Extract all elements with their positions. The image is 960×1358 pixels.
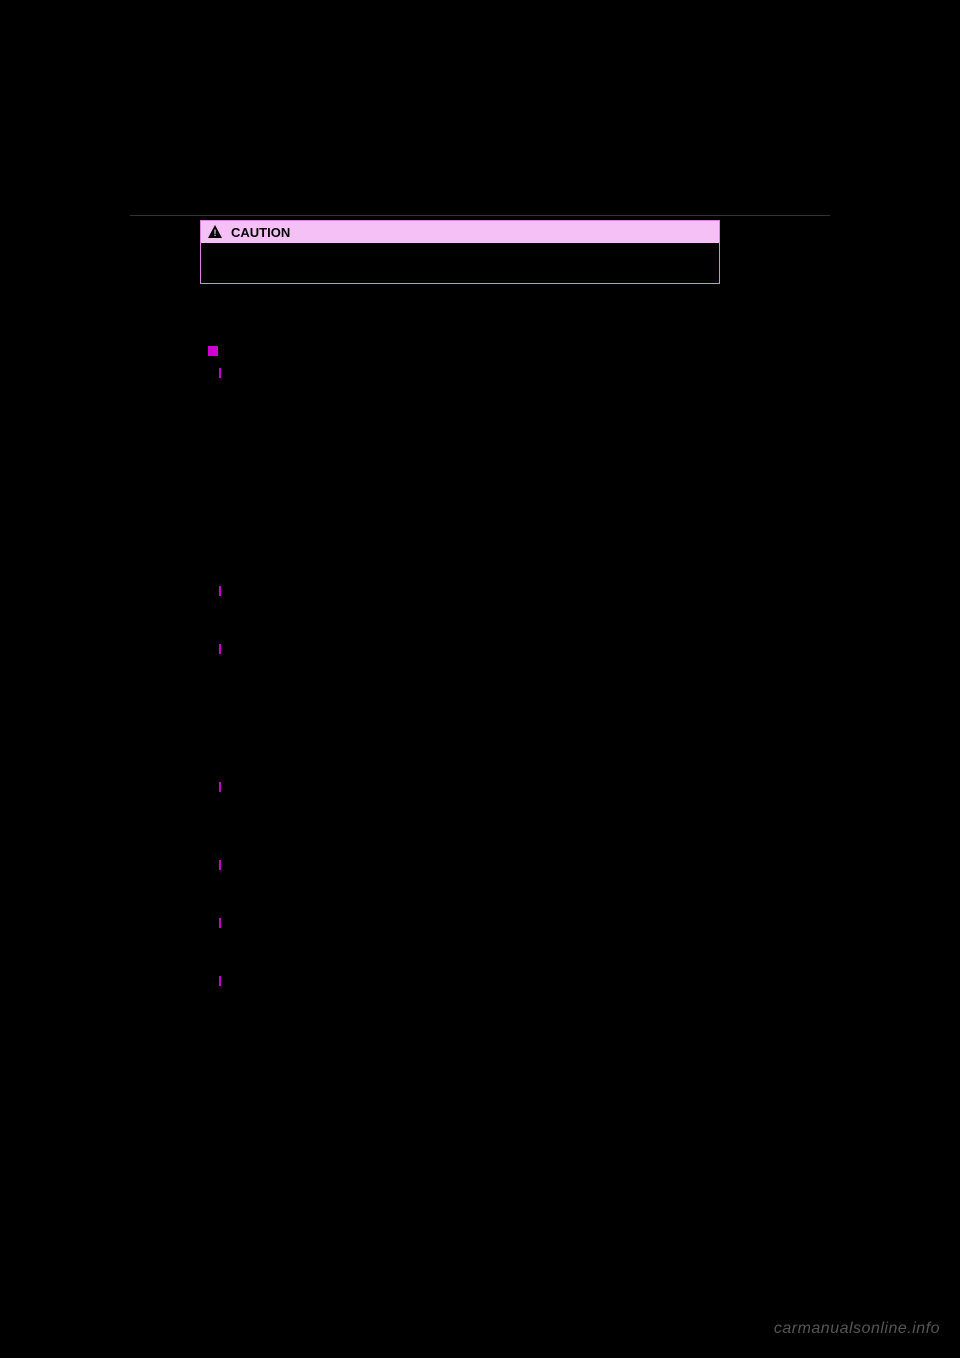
list-item: l xyxy=(222,781,830,795)
list-item-body xyxy=(236,781,830,795)
bullet-icon: l xyxy=(218,857,222,873)
header-rule xyxy=(130,215,830,216)
caution-header: ! CAUTION xyxy=(201,221,719,243)
item-spacer xyxy=(130,657,830,767)
warning-triangle-icon: ! xyxy=(207,224,223,240)
item-spacer xyxy=(130,599,830,629)
caution-label: CAUTION xyxy=(231,225,290,240)
list-item-body xyxy=(236,367,830,381)
bullet-icon: l xyxy=(218,779,222,795)
bullet-icon: l xyxy=(218,583,222,599)
list-item-body xyxy=(236,585,830,599)
list-item: l xyxy=(222,643,830,657)
watermark-text: carmanualsonline.info xyxy=(774,1320,940,1338)
list-item: l xyxy=(222,917,830,931)
bullet-icon: l xyxy=(218,641,222,657)
item-spacer xyxy=(130,381,830,571)
caution-box: ! CAUTION xyxy=(200,220,720,284)
list-item: l xyxy=(222,585,830,599)
list-item-body xyxy=(236,859,830,873)
svg-text:!: ! xyxy=(214,228,217,238)
bullet-icon: l xyxy=(218,915,222,931)
list-item-body xyxy=(236,975,830,989)
section-heading xyxy=(208,344,830,359)
list-item-body xyxy=(236,643,830,657)
list-item: l xyxy=(222,975,830,989)
list-item: l xyxy=(222,367,830,381)
item-spacer xyxy=(130,873,830,903)
page-content: ! CAUTION l l l l l l l xyxy=(130,220,830,989)
item-spacer xyxy=(130,931,830,961)
bullet-icon: l xyxy=(218,365,222,381)
list-item: l xyxy=(222,859,830,873)
bullet-icon: l xyxy=(218,973,222,989)
list-item-body xyxy=(236,917,830,931)
caution-body xyxy=(201,243,719,283)
item-spacer xyxy=(130,795,830,845)
section-square-marker-icon xyxy=(208,346,218,356)
